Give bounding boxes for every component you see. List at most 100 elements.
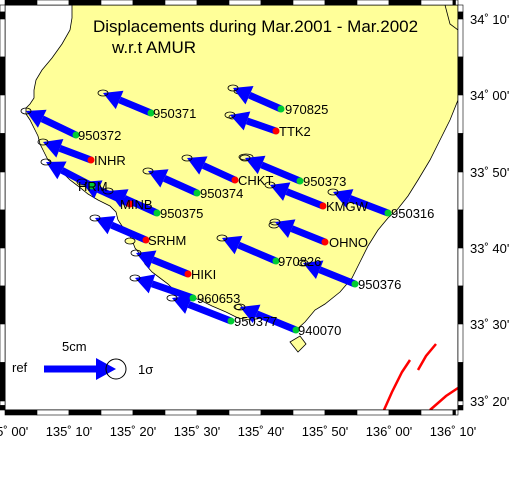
station-label: SRHM xyxy=(148,233,186,248)
frame-segment xyxy=(457,285,464,325)
station-dot xyxy=(142,236,150,244)
legend: 5cm ref 1σ xyxy=(12,339,153,380)
frame-segment xyxy=(0,171,6,211)
displacement-arrow-shaft xyxy=(285,188,325,210)
displacement-arrowhead xyxy=(333,189,354,208)
frame-segment xyxy=(457,171,464,211)
legend-sigma-label: 1σ xyxy=(138,362,153,377)
station-dot xyxy=(153,209,161,217)
frame-segment xyxy=(228,409,262,416)
station-label: OHNO xyxy=(329,235,368,250)
map-title: Displacements during Mar.2001 - Mar.2002 xyxy=(93,17,418,36)
latitude-tick-label: 34˚ 00' xyxy=(470,88,509,103)
frame-segment xyxy=(455,0,459,6)
error-ellipse xyxy=(297,259,309,267)
station-dot xyxy=(87,156,95,164)
station-label: 950316 xyxy=(391,206,434,221)
island xyxy=(124,237,136,245)
displacement-arrowhead xyxy=(172,295,193,314)
frame-segment xyxy=(36,409,70,416)
displacement-arrow-shaft xyxy=(201,162,237,184)
error-ellipse xyxy=(264,181,276,189)
station-dot xyxy=(384,209,392,217)
station-label: 970825 xyxy=(285,102,328,117)
error-ellipse xyxy=(37,138,49,146)
frame-segment xyxy=(228,0,262,6)
error-ellipse xyxy=(89,214,101,222)
frame-segment xyxy=(132,0,166,6)
displacement-arrow-shaft xyxy=(151,256,190,278)
error-ellipse xyxy=(239,154,251,162)
frame-segment xyxy=(388,0,422,6)
station-dot xyxy=(321,238,329,246)
longitude-tick-label: 136˚ 10' xyxy=(430,424,477,439)
frame-segment xyxy=(455,409,459,416)
error-ellipse xyxy=(224,111,236,119)
station-label: 950372 xyxy=(78,128,121,143)
frame-segment xyxy=(388,409,422,416)
frame-segment xyxy=(0,11,6,20)
station-dot xyxy=(227,317,235,325)
frame-segment xyxy=(0,247,6,287)
longitude-tick-label: 135˚ 40' xyxy=(238,424,285,439)
error-ellipse xyxy=(40,158,52,166)
fault-line xyxy=(416,343,437,371)
island xyxy=(289,335,307,353)
fault-line xyxy=(429,386,459,411)
frame-segment xyxy=(132,409,166,416)
displacement-arrowhead xyxy=(26,109,47,128)
frame-segment xyxy=(324,409,358,416)
frame-segment xyxy=(457,209,464,249)
displacement-arrow-shaft xyxy=(255,310,298,334)
station-dot xyxy=(319,202,327,210)
error-ellipse xyxy=(234,303,246,311)
map-frame xyxy=(0,0,464,416)
station-dot xyxy=(88,182,96,190)
station-label: 950377 xyxy=(234,314,277,329)
error-ellipse xyxy=(97,89,109,97)
frame-segment xyxy=(4,0,38,6)
displacement-arrowhead xyxy=(303,260,324,280)
frame-segment xyxy=(260,409,294,416)
error-ellipse xyxy=(102,187,114,195)
legend-scale-label: 5cm xyxy=(62,339,87,354)
error-ellipse xyxy=(166,294,178,302)
displacement-arrowhead xyxy=(43,138,64,158)
station-label: KMGW xyxy=(326,199,369,214)
frame-segment xyxy=(0,4,6,13)
displacement-arrowhead xyxy=(108,189,129,208)
frame-segment xyxy=(196,409,230,416)
frame-segment xyxy=(457,362,464,402)
station-dot xyxy=(292,326,300,334)
station-label: 950374 xyxy=(200,186,243,201)
displacement-arrow-shaft xyxy=(290,225,327,246)
frame-segment xyxy=(452,0,456,6)
displacement-arrow-shaft xyxy=(245,117,278,135)
displacement-arrowhead xyxy=(95,215,116,235)
station-dot xyxy=(72,131,80,139)
station-dot xyxy=(351,280,359,288)
frame-segment xyxy=(196,0,230,6)
station-label: CHKT xyxy=(238,173,273,188)
frame-segment xyxy=(356,409,390,416)
map-subtitle: w.r.t AMUR xyxy=(111,38,196,57)
station-dot xyxy=(189,294,197,302)
frame-segment xyxy=(68,409,102,416)
legend-sigma-ellipse xyxy=(105,358,127,380)
displacement-arrowhead xyxy=(222,235,243,255)
station-markers: 950371 970825 TTK2 950372 INHR CHKT 950373 9503… xyxy=(72,102,434,338)
latitude-tick-label: 33˚ 30' xyxy=(470,317,509,332)
frame-segment xyxy=(260,0,294,6)
error-ellipse xyxy=(129,274,141,282)
error-ellipse xyxy=(227,84,239,92)
frame-segment xyxy=(452,409,456,416)
frame-segment xyxy=(164,0,198,6)
frame-segment xyxy=(457,400,464,406)
station-label: 950371 xyxy=(153,106,196,121)
station-label: TTK2 xyxy=(279,124,311,139)
station-label: 960653 xyxy=(197,291,240,306)
latitude-labels: 34˚ 10' 34˚ 00' 33˚ 50' 33˚ 40' 33˚ 30' 33˚ 2… xyxy=(470,12,509,409)
frame-segment xyxy=(0,362,6,402)
station-dot xyxy=(277,105,285,113)
station-dot xyxy=(184,270,192,278)
